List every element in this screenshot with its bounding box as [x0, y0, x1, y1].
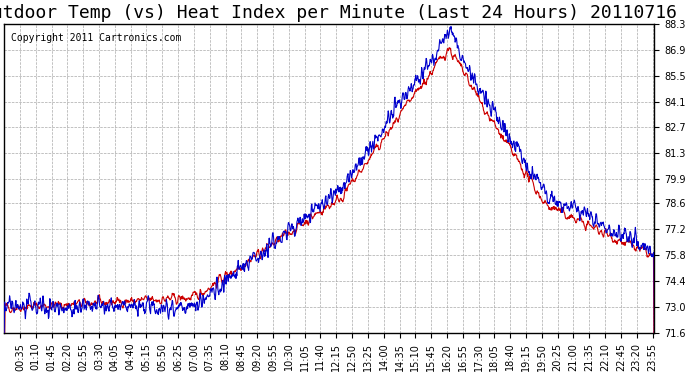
Title: Outdoor Temp (vs) Heat Index per Minute (Last 24 Hours) 20110716: Outdoor Temp (vs) Heat Index per Minute …: [0, 4, 678, 22]
Text: Copyright 2011 Cartronics.com: Copyright 2011 Cartronics.com: [10, 33, 181, 43]
